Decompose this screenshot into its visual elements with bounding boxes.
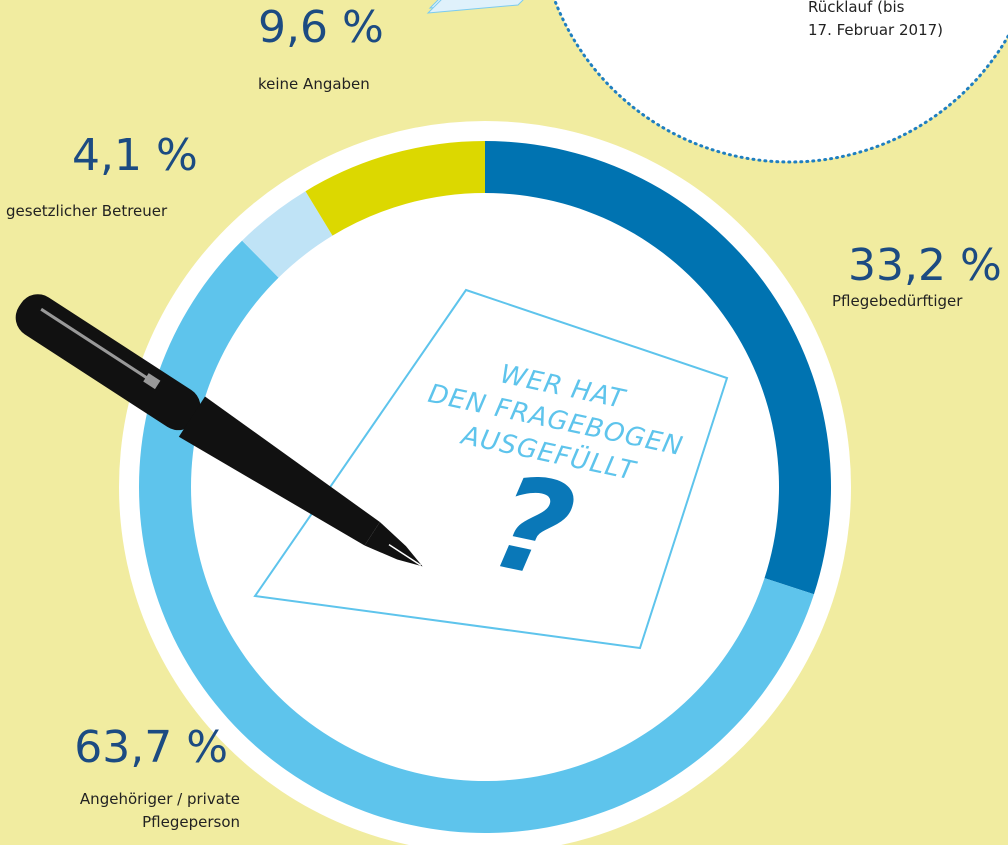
category-label: keine Angaben [258, 75, 370, 93]
donut-segment [305, 141, 485, 236]
category-label: Pflegebedürftiger [832, 292, 963, 310]
note: Rücklauf (bis [808, 0, 905, 16]
value-label: 33,2 % [848, 240, 1002, 291]
donut-segment [139, 240, 814, 833]
donut [139, 141, 831, 833]
donut-segment [242, 191, 333, 278]
category-label: gesetzlicher Betreuer [6, 202, 168, 220]
value-label: 9,6 % [258, 2, 384, 53]
top-circle [553, 0, 1008, 164]
category-label: Angehöriger / private Pflegeperson [79, 790, 240, 831]
donut-segment [485, 141, 831, 595]
paper-stack [426, 0, 524, 14]
value-label: 63,7 % [74, 722, 228, 773]
note: 17. Februar 2017) [808, 21, 944, 39]
value-label: 4,1 % [72, 130, 198, 181]
pen [15, 294, 423, 567]
